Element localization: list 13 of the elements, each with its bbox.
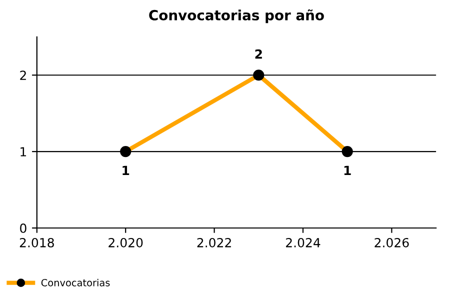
data-label: 1 — [344, 166, 351, 175]
legend-label: Convocatorias — [41, 278, 110, 286]
chart-title: Convocatorias por año — [149, 9, 324, 24]
data-label: 2 — [255, 49, 262, 59]
x-tick-label: 2.024 — [286, 238, 320, 248]
y-tick-label: 0 — [20, 223, 26, 233]
data-label: 1 — [122, 166, 130, 175]
x-tick-label: 2.026 — [374, 238, 409, 248]
y-tick-label: 1 — [20, 147, 26, 156]
x-tick-label: 2.020 — [108, 238, 143, 248]
x-tick-label: 2.018 — [20, 238, 54, 248]
y-tick-label: 2 — [20, 70, 26, 80]
x-tick-label: 2.022 — [197, 238, 231, 248]
